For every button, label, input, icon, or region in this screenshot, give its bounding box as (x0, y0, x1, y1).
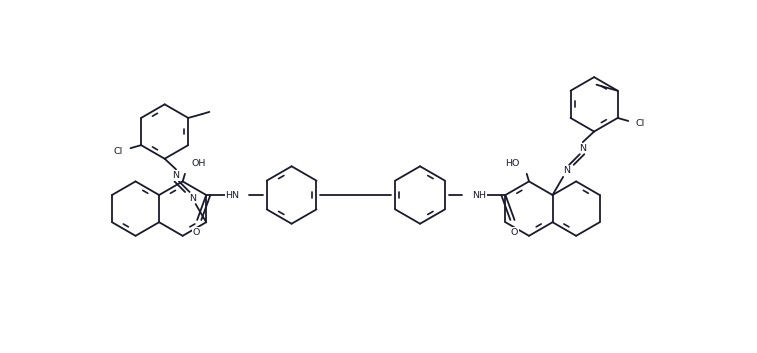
Text: NH: NH (472, 191, 486, 199)
Text: N: N (579, 144, 586, 152)
Text: Cl: Cl (636, 119, 645, 128)
Text: OH: OH (192, 159, 206, 168)
Text: N: N (189, 193, 196, 203)
Text: HO: HO (506, 159, 520, 168)
Text: O: O (511, 227, 519, 237)
Text: Cl: Cl (114, 147, 123, 156)
Text: N: N (562, 166, 570, 175)
Text: O: O (193, 227, 200, 237)
Text: HN: HN (226, 191, 239, 199)
Text: N: N (173, 171, 179, 180)
